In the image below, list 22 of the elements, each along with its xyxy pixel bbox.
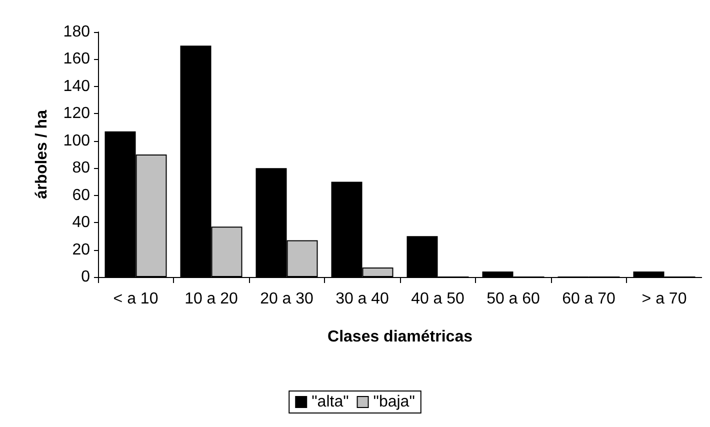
y-tick-label: 60 <box>72 186 90 204</box>
y-tick-label: 140 <box>63 78 90 95</box>
y-tick-label: 160 <box>63 50 90 68</box>
y-tick-label: 80 <box>72 160 90 177</box>
y-tick-label: 20 <box>72 241 90 258</box>
x-tick-label: 30 a 40 <box>336 290 390 308</box>
x-tick-label: 40 a 50 <box>411 290 465 308</box>
y-tick-label: 100 <box>63 132 90 150</box>
x-tick-label: 10 a 20 <box>184 290 238 308</box>
legend-label: "alta" <box>312 394 349 410</box>
x-tick-label: > a 70 <box>642 290 687 308</box>
y-tick-label: 40 <box>72 214 90 232</box>
x-tick-label: 60 a 70 <box>562 290 616 308</box>
y-tick-label: 180 <box>63 24 90 40</box>
x-tick-label: 20 a 30 <box>260 290 314 308</box>
y-tick-label: 120 <box>63 105 90 122</box>
legend-label: "baja" <box>373 394 415 410</box>
x-tick-label: < a 10 <box>113 290 158 308</box>
x-tick-label: 50 a 60 <box>486 290 540 308</box>
y-axis-title: árboles / ha <box>34 110 50 199</box>
y-tick-label: 0 <box>81 268 90 286</box>
x-axis-title: Clases diamétricas <box>328 328 473 346</box>
